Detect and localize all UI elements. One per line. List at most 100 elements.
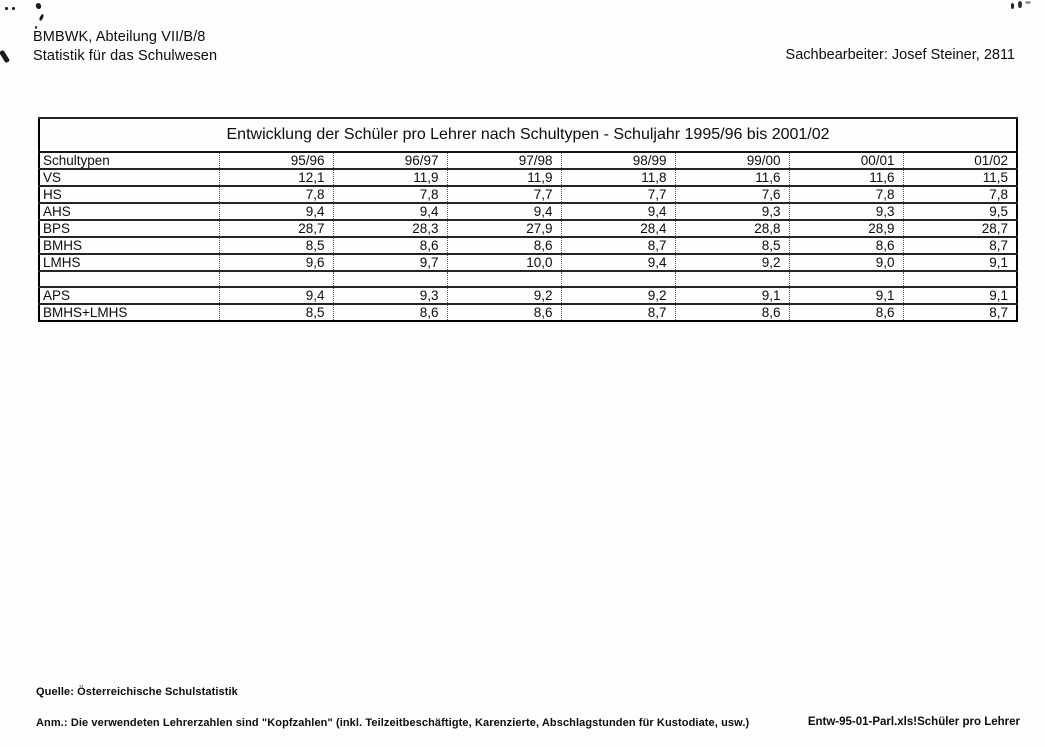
cell-value: 11,6 <box>674 168 789 186</box>
table-row: VS 12,1 11,9 11,9 11,8 11,6 11,6 11,5 <box>39 168 1018 186</box>
cell-value: 8,6 <box>674 303 789 321</box>
row-label: LMHS <box>39 253 219 271</box>
scan-artifact <box>38 13 45 22</box>
cell-value: 9,2 <box>446 286 561 304</box>
cell-value: 9,5 <box>902 202 1018 220</box>
row-label <box>39 270 219 287</box>
cell-value: 28,9 <box>788 219 903 237</box>
file-reference: Entw-95-01-Parl.xls!Schüler pro Lehrer <box>807 716 1020 728</box>
cell-value: 8,6 <box>788 236 903 254</box>
cell-value: 11,9 <box>446 168 561 186</box>
cell-value: 7,8 <box>218 185 333 203</box>
cell-value: 8,6 <box>788 303 903 321</box>
cell-value: 11,6 <box>788 168 903 186</box>
cell-value: 28,7 <box>218 219 333 237</box>
scan-artifact <box>12 7 15 10</box>
cell-value: 11,8 <box>560 168 675 186</box>
scan-artifact <box>1011 3 1014 9</box>
cell-value: 8,6 <box>446 236 561 254</box>
scan-artifact <box>1018 1 1022 8</box>
column-header-year: 96/97 <box>332 151 447 169</box>
cell-value: 8,6 <box>446 303 561 321</box>
table-row: LMHS 9,6 9,7 10,0 9,4 9,2 9,0 9,1 <box>39 253 1018 271</box>
column-header-year: 98/99 <box>560 151 675 169</box>
cell-value: 8,5 <box>674 236 789 254</box>
cell-value: 7,8 <box>788 185 903 203</box>
remark-note: Anm.: Die verwendeten Lehrerzahlen sind … <box>36 717 750 729</box>
scan-artifact <box>35 26 37 29</box>
cell-value: 8,7 <box>902 303 1018 321</box>
cell-value: 28,4 <box>560 219 675 237</box>
cell-value: 9,7 <box>332 253 447 271</box>
cell-value: 9,3 <box>332 286 447 304</box>
row-label: BMHS+LMHS <box>39 303 219 321</box>
cell-value: 8,5 <box>218 303 333 321</box>
cell-value: 8,6 <box>332 303 447 321</box>
letterhead: BMBWK, Abteilung VII/B/8 Statistik für d… <box>33 28 217 66</box>
cell-value: 9,4 <box>560 202 675 220</box>
schueler-pro-lehrer-table: Entwicklung der Schüler pro Lehrer nach … <box>38 117 1019 322</box>
row-label: HS <box>39 185 219 203</box>
cell-value: 9,4 <box>446 202 561 220</box>
cell-value <box>446 270 561 287</box>
source-note: Quelle: Österreichische Schulstatistik <box>36 686 238 698</box>
cell-value: 9,2 <box>560 286 675 304</box>
org-department: Statistik für das Schulwesen <box>33 48 218 64</box>
cell-value: 9,1 <box>674 286 789 304</box>
cell-value: 28,8 <box>674 219 789 237</box>
scan-artifact <box>0 49 11 64</box>
cell-value: 8,6 <box>332 236 447 254</box>
cell-value <box>332 270 447 287</box>
column-header-year: 99/00 <box>674 151 789 169</box>
column-header-year: 97/98 <box>446 151 561 169</box>
cell-value <box>902 270 1018 287</box>
cell-value: 7,6 <box>674 185 789 203</box>
scan-artifact <box>5 7 8 10</box>
column-header-schultypen: Schultypen <box>39 151 219 169</box>
cell-value: 9,4 <box>218 202 333 220</box>
cell-value: 9,1 <box>902 286 1018 304</box>
cell-value: 11,9 <box>332 168 447 186</box>
cell-value: 9,3 <box>788 202 903 220</box>
column-header-year: 95/96 <box>218 151 333 169</box>
clerk-line: Sachbearbeiter: Josef Steiner, 2811 <box>785 47 1015 63</box>
scan-artifact <box>1025 1 1031 4</box>
table-row: BPS 28,7 28,3 27,9 28,4 28,8 28,9 28,7 <box>39 219 1018 237</box>
cell-value: 8,7 <box>902 236 1018 254</box>
table-header-row: Schultypen 95/96 96/97 97/98 98/99 99/00 00/01… <box>39 151 1018 169</box>
cell-value <box>788 270 903 287</box>
table-row: APS 9,4 9,3 9,2 9,2 9,1 9,1 9,1 <box>39 286 1018 304</box>
cell-value: 9,3 <box>674 202 789 220</box>
cell-value: 9,4 <box>560 253 675 271</box>
table-row: HS 7,8 7,8 7,7 7,7 7,6 7,8 7,8 <box>39 185 1018 203</box>
cell-value: 8,7 <box>560 236 675 254</box>
cell-value: 7,7 <box>560 185 675 203</box>
column-header-year: 00/01 <box>788 151 903 169</box>
table-title: Entwicklung der Schüler pro Lehrer nach … <box>39 117 1018 153</box>
cell-value: 12,1 <box>218 168 333 186</box>
cell-value: 9,4 <box>218 286 333 304</box>
table-row <box>39 270 1018 287</box>
scan-artifact <box>35 2 42 10</box>
cell-value: 28,7 <box>902 219 1018 237</box>
cell-value: 8,5 <box>218 236 333 254</box>
table-row: AHS 9,4 9,4 9,4 9,4 9,3 9,3 9,5 <box>39 202 1018 220</box>
cell-value: 9,1 <box>902 253 1018 271</box>
cell-value: 10,0 <box>446 253 561 271</box>
cell-value: 7,8 <box>902 185 1018 203</box>
cell-value: 11,5 <box>902 168 1018 186</box>
row-label: AHS <box>39 202 219 220</box>
org-name: BMBWK, Abteilung VII/B/8 <box>33 29 206 45</box>
cell-value: 9,1 <box>788 286 903 304</box>
cell-value: 9,0 <box>788 253 903 271</box>
cell-value <box>560 270 675 287</box>
row-label: BPS <box>39 219 219 237</box>
cell-value <box>674 270 789 287</box>
row-label: VS <box>39 168 219 186</box>
cell-value: 8,7 <box>560 303 675 321</box>
cell-value: 7,8 <box>332 185 447 203</box>
cell-value <box>218 270 333 287</box>
cell-value: 9,2 <box>674 253 789 271</box>
table-row: BMHS+LMHS 8,5 8,6 8,6 8,7 8,6 8,6 8,7 <box>39 303 1018 321</box>
